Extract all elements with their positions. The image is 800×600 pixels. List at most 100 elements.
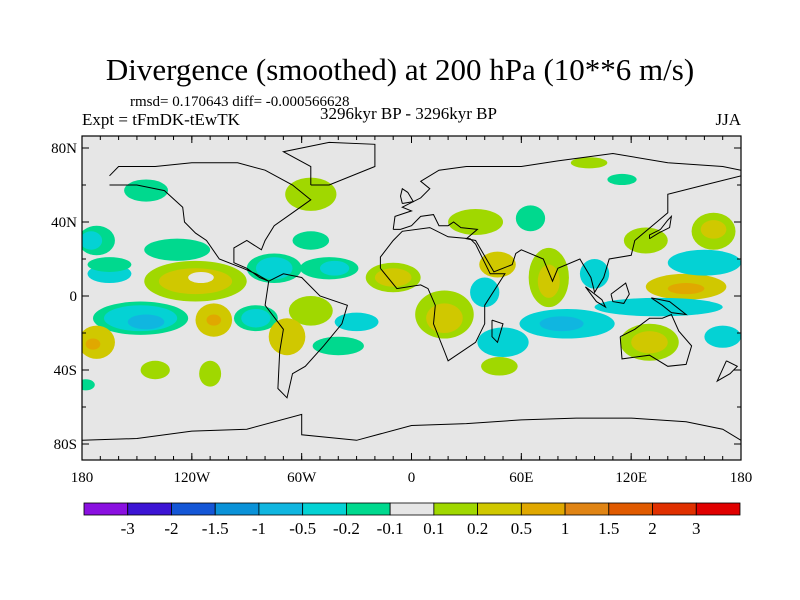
colorbar-swatch xyxy=(83,502,129,516)
field-region xyxy=(199,360,222,387)
coastline-british-isles xyxy=(399,187,415,204)
x-tick-label: 60W xyxy=(287,470,317,486)
field-region xyxy=(704,325,741,348)
y-tick-label: 40S xyxy=(54,363,77,379)
colorbar-label: -3 xyxy=(121,519,135,538)
colorbar-swatch xyxy=(214,502,260,516)
field-region xyxy=(292,231,330,250)
field-region xyxy=(285,177,337,211)
field-region xyxy=(667,283,705,295)
divergence-field xyxy=(82,157,741,391)
field-region xyxy=(255,257,293,280)
field-region xyxy=(85,338,101,350)
plot-title: Divergence (smoothed) at 200 hPa (10**6 … xyxy=(105,52,695,87)
field-region xyxy=(312,336,364,356)
colorbar-swatch xyxy=(302,502,347,516)
y-tick-label: 80S xyxy=(54,437,77,453)
field-region xyxy=(470,277,500,308)
season-label: JJA xyxy=(715,110,741,129)
x-tick-label: 180 xyxy=(71,470,94,486)
colorbar-label: 1 xyxy=(561,519,570,538)
coastline-sumatra xyxy=(584,286,607,309)
field-region xyxy=(594,297,723,317)
field-region xyxy=(82,231,103,250)
colorbar-swatch xyxy=(345,502,391,516)
field-region xyxy=(426,303,463,334)
y-tick-label: 80N xyxy=(51,141,77,157)
colorbar-swatch xyxy=(608,502,653,516)
colorbar-swatch xyxy=(258,502,304,516)
colorbar-label: 0.2 xyxy=(467,519,488,538)
coastline-greenland xyxy=(281,141,376,186)
field-region xyxy=(334,312,379,332)
x-tick-label: 0 xyxy=(408,470,416,486)
colorbar-swatch xyxy=(433,502,479,516)
field-region xyxy=(241,308,271,328)
stats-text: rmsd= 0.170643 diff= -0.000566628 xyxy=(130,94,350,110)
y-tick-label: 40N xyxy=(51,215,77,231)
colorbar-swatch xyxy=(171,502,216,516)
colorbar-swatch xyxy=(564,502,610,516)
x-tick-label: 60E xyxy=(509,470,533,486)
field-region xyxy=(82,379,95,391)
coastline-south-america xyxy=(264,273,349,399)
colorbar-swatch xyxy=(652,502,697,516)
colorbar-label: 2 xyxy=(648,519,657,538)
colorbar-label: -1.5 xyxy=(202,519,229,538)
field-region xyxy=(87,257,132,272)
colorbar-label: 0.5 xyxy=(511,519,532,538)
field-region xyxy=(144,238,211,261)
coastline-madagascar xyxy=(491,319,504,344)
coastline-north-america xyxy=(109,162,312,282)
colorbar-label: -0.2 xyxy=(333,519,360,538)
colorbar-label: 1.5 xyxy=(598,519,619,538)
coastline-antarctica xyxy=(82,413,741,441)
colorbar-label: -2 xyxy=(164,519,178,538)
field-region xyxy=(570,157,608,169)
field-region xyxy=(124,179,169,202)
field-region xyxy=(188,271,214,284)
period-label: 3296kyr BP - 3296kyr BP xyxy=(320,104,497,123)
field-region xyxy=(537,264,560,298)
colorbar-swatch xyxy=(389,502,435,516)
field-region xyxy=(140,360,170,380)
colorbar-swatch xyxy=(127,502,172,516)
x-tick-label: 120W xyxy=(173,470,211,486)
coastlines xyxy=(82,141,741,441)
x-tick-label: 120E xyxy=(615,470,647,486)
y-tick-label: 0 xyxy=(70,289,78,305)
colorbar-label: -1 xyxy=(252,519,266,538)
colorbar-label: -0.1 xyxy=(377,519,404,538)
coastline-new-zealand xyxy=(716,360,739,383)
coastline-borneo xyxy=(610,282,630,304)
field-region xyxy=(288,296,333,326)
field-region xyxy=(539,316,584,332)
colorbar-label: 3 xyxy=(692,519,701,538)
colorbar-swatch xyxy=(477,502,522,516)
coastline-africa xyxy=(379,227,506,362)
field-region xyxy=(631,331,668,354)
coastline-japan xyxy=(649,214,673,240)
field-region xyxy=(700,220,727,239)
colorbar-swatch xyxy=(695,502,741,516)
field-region xyxy=(206,314,222,326)
axis-ticks: 180 120W 60W 0 60E 120E 180 80N 40N 0 40S 80S xyxy=(51,136,752,486)
coastline-new-guinea xyxy=(651,297,688,316)
field-region xyxy=(481,357,518,376)
field-region xyxy=(268,318,306,356)
field-region xyxy=(477,327,529,358)
field-region xyxy=(667,249,741,276)
field-region xyxy=(319,260,350,276)
field-region xyxy=(515,205,546,232)
field-region xyxy=(448,209,504,235)
coastline-australia xyxy=(619,313,693,367)
experiment-label: Expt = tFmDK-tEwTK xyxy=(82,110,240,129)
coastline-eurasia xyxy=(392,152,741,294)
colorbar-label: -0.5 xyxy=(289,519,316,538)
colorbar-label: 0.1 xyxy=(423,519,444,538)
field-region xyxy=(607,173,637,185)
x-tick-label: 180 xyxy=(730,470,753,486)
field-region xyxy=(127,314,165,330)
colorbar-swatch xyxy=(520,502,566,516)
